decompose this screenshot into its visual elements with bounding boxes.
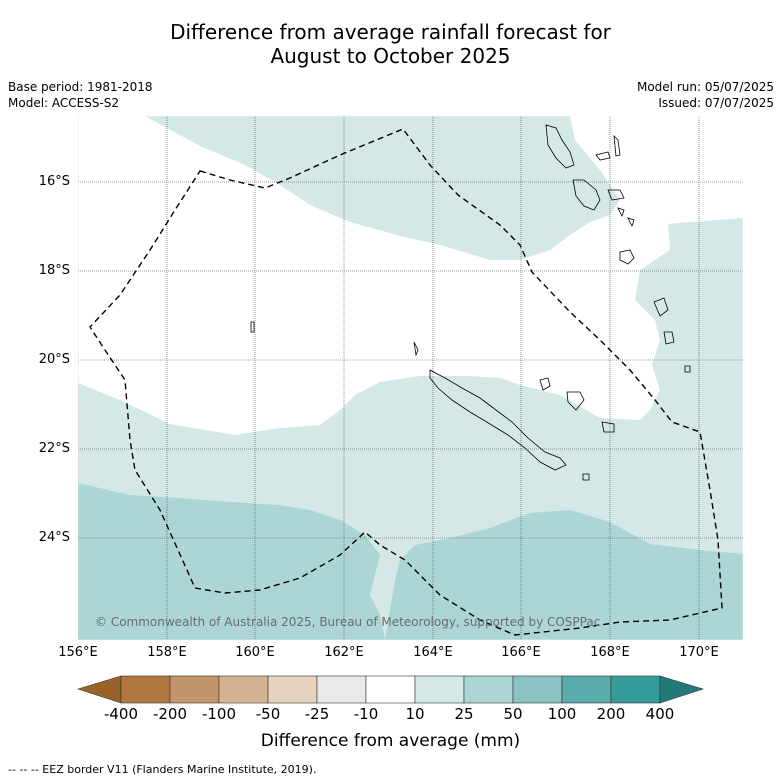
issued-label: Issued: 07/07/2025 <box>658 96 774 110</box>
colorbar-cell <box>267 675 318 704</box>
colorbar-label: 25 <box>454 705 474 723</box>
eez-footnote: -- -- -- EEZ border V11 (Flanders Marine… <box>8 763 317 776</box>
lon-tick-label: 156°E <box>58 645 98 660</box>
colorbar-label: 10 <box>405 705 425 723</box>
colorbar-cell-extend-high <box>659 675 705 704</box>
lat-tick-label: 22°S <box>38 441 70 456</box>
colorbar-cell <box>512 675 563 704</box>
lon-tick-label: 168°E <box>590 645 630 660</box>
colorbar-cell-extend-low <box>76 675 122 704</box>
colorbar-cell <box>610 675 661 704</box>
lon-tick-label: 158°E <box>147 645 187 660</box>
lat-tick-label: 16°S <box>38 174 70 189</box>
lon-tick-label: 164°E <box>413 645 453 660</box>
lat-tick-label: 18°S <box>38 263 70 278</box>
colorbar-label: -100 <box>201 705 237 723</box>
colorbar-cell <box>463 675 514 704</box>
colorbar-cell <box>218 675 269 704</box>
colorbar-cell <box>414 675 465 704</box>
colorbar-label: -200 <box>152 705 188 723</box>
coastlines <box>250 124 691 481</box>
map-area: © Commonwealth of Australia 2025, Bureau… <box>78 116 743 640</box>
colorbar-label: -10 <box>353 705 379 723</box>
colorbar-label: 100 <box>547 705 577 723</box>
chart-title-line2: August to October 2025 <box>270 44 511 68</box>
model-run-label: Model run: 05/07/2025 <box>636 80 774 94</box>
colorbar-label: 50 <box>503 705 523 723</box>
colorbar <box>76 675 705 704</box>
lat-tick-label: 24°S <box>38 530 70 545</box>
lon-tick-label: 160°E <box>235 645 275 660</box>
new-caledonia-coast <box>429 369 567 471</box>
lon-tick-label: 170°E <box>679 645 719 660</box>
gridlines <box>78 116 743 640</box>
eez-border <box>89 128 723 636</box>
colorbar-cell <box>120 675 171 704</box>
map-frame <box>77 115 744 641</box>
lon-tick-label: 162°E <box>324 645 364 660</box>
colorbar-label: -25 <box>304 705 330 723</box>
meta-right: Model run: 05/07/2025 Issued: 07/07/2025 <box>637 79 774 111</box>
colorbar-label: -400 <box>103 705 139 723</box>
colorbar-label: 400 <box>645 705 675 723</box>
chart-title-line1: Difference from average rainfall forecas… <box>170 20 611 44</box>
colorbar-cell <box>365 675 416 704</box>
colorbar-cell <box>169 675 220 704</box>
lon-tick-label: 166°E <box>501 645 541 660</box>
vanuatu-coast <box>545 124 575 169</box>
lat-tick-label: 20°S <box>38 352 70 367</box>
base-period-label: Base period: 1981-2018 <box>8 80 153 94</box>
anomaly-region-southeast <box>385 510 743 640</box>
colorbar-label: 200 <box>596 705 626 723</box>
model-label: Model: ACCESS-S2 <box>8 96 120 110</box>
anomaly-region-north <box>145 116 620 260</box>
colorbar-label: -50 <box>255 705 281 723</box>
anomaly-region-southwest <box>78 483 385 640</box>
copyright-text: © Commonwealth of Australia 2025, Bureau… <box>95 615 600 629</box>
meta-left: Base period: 1981-2018 Model: ACCESS-S2 <box>8 79 153 111</box>
colorbar-title: Difference from average (mm) <box>260 731 521 751</box>
colorbar-cell <box>316 675 367 704</box>
colorbar-cell <box>561 675 612 704</box>
